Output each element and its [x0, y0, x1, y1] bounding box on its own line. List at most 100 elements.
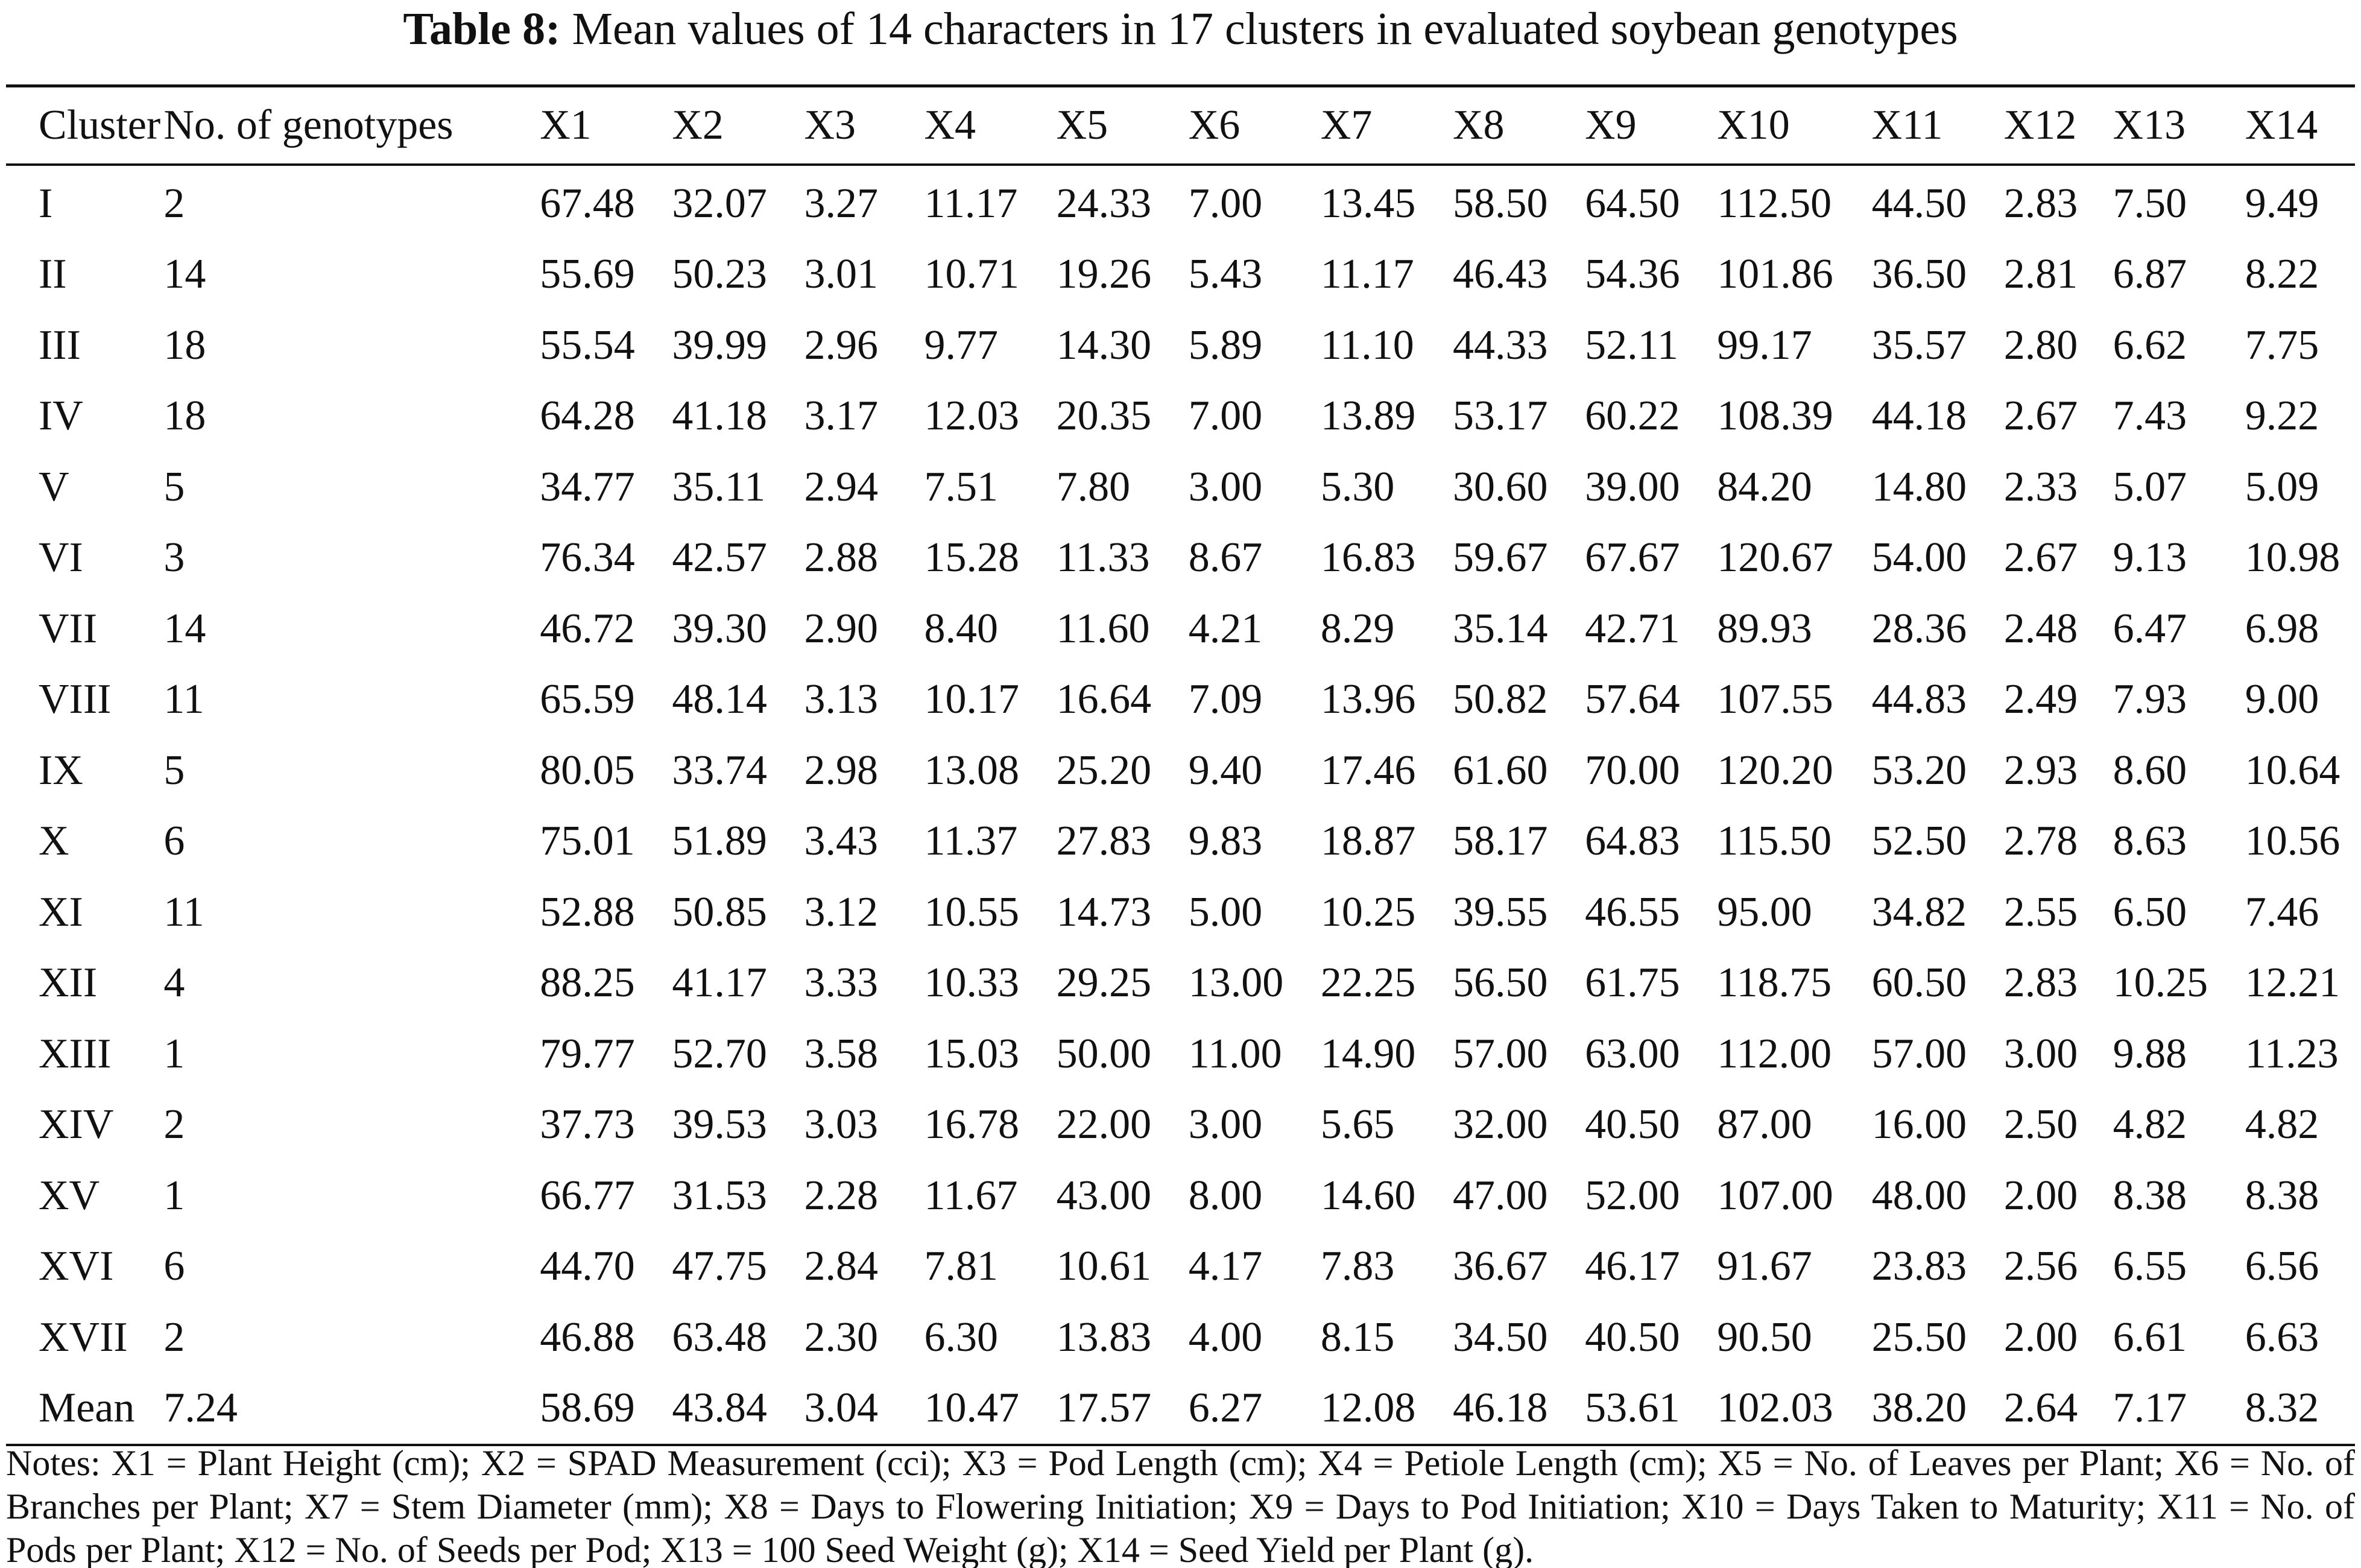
- value-cell: 10.33: [924, 959, 1020, 1007]
- value-cell: 22.00: [1056, 1101, 1152, 1148]
- value-cell: 4.17: [1188, 1243, 1263, 1290]
- value-cell: 5.65: [1320, 1101, 1395, 1148]
- genotype-count-cell: 6: [163, 1243, 185, 1290]
- genotype-count-cell: 11: [163, 888, 204, 935]
- column-header: X4: [924, 102, 976, 148]
- value-cell: 2.80: [2003, 321, 2078, 368]
- value-cell: 16.83: [1320, 534, 1416, 581]
- value-cell: 64.50: [1585, 180, 1680, 227]
- value-cell: 52.88: [540, 888, 635, 935]
- value-cell: 8.15: [1320, 1314, 1395, 1361]
- value-cell: 36.50: [1871, 251, 1967, 298]
- value-cell: 7.00: [1188, 180, 1263, 227]
- value-cell: 11.17: [924, 180, 1018, 227]
- value-cell: 84.20: [1717, 463, 1812, 510]
- genotype-count-cell: 1: [163, 1172, 185, 1219]
- value-cell: 76.34: [540, 534, 635, 581]
- value-cell: 6.30: [924, 1314, 999, 1361]
- value-cell: 43.84: [672, 1385, 767, 1432]
- table-row: V 5 34.77 35.11 2.94 7.51 7.80 3.00 5.30 30.60 39.…: [6, 452, 2355, 523]
- value-cell: 3.00: [2003, 1030, 2078, 1077]
- value-cell: 11.33: [1056, 534, 1150, 581]
- value-cell: 5.07: [2113, 463, 2187, 510]
- value-cell: 70.00: [1585, 747, 1680, 794]
- value-cell: 14.73: [1056, 888, 1152, 935]
- value-cell: 47.00: [1453, 1172, 1548, 1219]
- value-cell: 39.53: [672, 1101, 767, 1148]
- value-cell: 10.55: [924, 888, 1020, 935]
- table-row: IX 5 80.05 33.74 2.98 13.08 25.20 9.40 17.46 61.6…: [6, 735, 2355, 806]
- value-cell: 8.38: [2245, 1172, 2319, 1219]
- value-cell: 9.77: [924, 321, 999, 368]
- value-cell: 27.83: [1056, 818, 1152, 865]
- value-cell: 60.22: [1585, 393, 1680, 440]
- value-cell: 28.36: [1871, 605, 1967, 652]
- table-row: XII 4 88.25 41.17 3.33 10.33 29.25 13.00 22.25 56…: [6, 948, 2355, 1019]
- table-row: VIII 11 65.59 48.14 3.13 10.17 16.64 7.09 13.96 5…: [6, 665, 2355, 736]
- column-header: X14: [2245, 102, 2318, 148]
- value-cell: 6.47: [2113, 605, 2187, 652]
- value-cell: 58.69: [540, 1385, 635, 1432]
- value-cell: 91.67: [1717, 1243, 1812, 1290]
- value-cell: 2.64: [2003, 1385, 2078, 1432]
- value-cell: 53.17: [1453, 393, 1548, 440]
- value-cell: 3.13: [804, 676, 878, 723]
- value-cell: 7.50: [2113, 180, 2187, 227]
- cluster-cell: XVI: [39, 1243, 114, 1290]
- value-cell: 3.33: [804, 959, 878, 1007]
- column-header: X2: [672, 102, 724, 148]
- value-cell: 11.17: [1320, 251, 1414, 298]
- value-cell: 120.20: [1717, 747, 1833, 794]
- value-cell: 2.00: [2003, 1172, 2078, 1219]
- value-cell: 48.14: [672, 676, 767, 723]
- table-row-mean: Mean 7.24 58.69 43.84 3.04 10.47 17.57 6.27 12.0…: [6, 1373, 2355, 1445]
- value-cell: 10.64: [2245, 747, 2340, 794]
- value-cell: 9.22: [2245, 393, 2319, 440]
- cluster-cell: IX: [39, 747, 83, 794]
- value-cell: 10.25: [2113, 959, 2208, 1007]
- value-cell: 5.30: [1320, 463, 1395, 510]
- value-cell: 2.94: [804, 463, 878, 510]
- value-cell: 2.67: [2003, 393, 2078, 440]
- value-cell: 120.67: [1717, 534, 1833, 581]
- cluster-cell: IV: [39, 393, 83, 440]
- value-cell: 3.17: [804, 393, 878, 440]
- value-cell: 52.00: [1585, 1172, 1680, 1219]
- value-cell: 41.17: [672, 959, 767, 1007]
- table-body: I 2 67.48 32.07 3.27 11.17 24.33 7.00 13.45 58.50…: [6, 165, 2355, 1445]
- cluster-cell: Mean: [39, 1385, 135, 1432]
- value-cell: 34.82: [1871, 888, 1967, 935]
- value-cell: 9.88: [2113, 1030, 2187, 1077]
- value-cell: 7.81: [924, 1243, 999, 1290]
- value-cell: 112.50: [1717, 180, 1832, 227]
- column-header: X13: [2113, 102, 2186, 148]
- value-cell: 16.00: [1871, 1101, 1967, 1148]
- table-notes: Notes: X1 = Plant Height (cm); X2 = SPAD…: [6, 1443, 2355, 1568]
- value-cell: 33.74: [672, 747, 767, 794]
- value-cell: 43.00: [1056, 1172, 1152, 1219]
- value-cell: 6.62: [2113, 321, 2187, 368]
- column-header: X12: [2003, 102, 2077, 148]
- value-cell: 50.23: [672, 251, 767, 298]
- value-cell: 6.27: [1188, 1385, 1263, 1432]
- value-cell: 9.49: [2245, 180, 2319, 227]
- cluster-cell: XII: [39, 959, 98, 1007]
- value-cell: 9.83: [1188, 818, 1263, 865]
- value-cell: 11.10: [1320, 321, 1414, 368]
- value-cell: 7.80: [1056, 463, 1131, 510]
- value-cell: 50.00: [1056, 1030, 1152, 1077]
- value-cell: 65.59: [540, 676, 635, 723]
- value-cell: 5.89: [1188, 321, 1263, 368]
- value-cell: 36.67: [1453, 1243, 1548, 1290]
- genotype-count-cell: 4: [163, 959, 185, 1007]
- value-cell: 10.25: [1320, 888, 1416, 935]
- cluster-cell: V: [39, 463, 69, 510]
- value-cell: 55.69: [540, 251, 635, 298]
- value-cell: 2.78: [2003, 818, 2078, 865]
- value-cell: 67.67: [1585, 534, 1680, 581]
- value-cell: 57.00: [1453, 1030, 1548, 1077]
- genotype-count-cell: 14: [163, 605, 206, 652]
- value-cell: 107.55: [1717, 676, 1833, 723]
- value-cell: 7.51: [924, 463, 999, 510]
- value-cell: 2.67: [2003, 534, 2078, 581]
